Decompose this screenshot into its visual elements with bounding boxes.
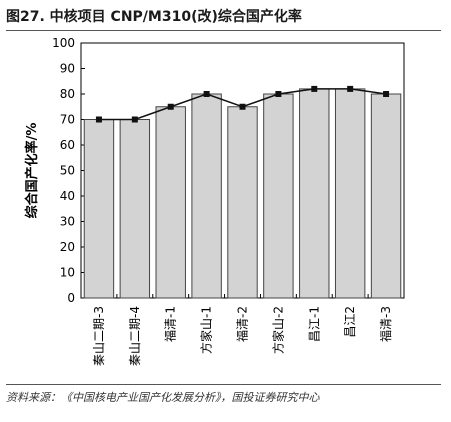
y-axis-label: 综合国产化率/% bbox=[24, 123, 40, 219]
line-point bbox=[203, 91, 210, 97]
bar bbox=[334, 88, 366, 299]
bar bbox=[370, 93, 402, 299]
line-point bbox=[131, 116, 138, 123]
bar bbox=[299, 88, 330, 299]
x-tick-label: 昌江2 bbox=[343, 306, 357, 338]
bar bbox=[263, 93, 294, 299]
x-tick-label: 方家山-2 bbox=[270, 306, 285, 354]
y-tick-label: 10 bbox=[60, 266, 75, 280]
y-tick-label: 40 bbox=[60, 189, 75, 203]
y-tick-label: 60 bbox=[60, 138, 75, 152]
line-point bbox=[311, 85, 318, 92]
line-point bbox=[347, 85, 354, 92]
x-tick-label: 秦山二期-3 bbox=[92, 306, 106, 366]
line-point bbox=[95, 116, 102, 123]
bar bbox=[227, 106, 258, 299]
y-tick-label: 20 bbox=[60, 240, 75, 254]
figure-title: 图27. 中核项目 CNP/M310(改)综合国产化率 bbox=[6, 9, 302, 25]
x-tick-label: 福清-3 bbox=[378, 306, 393, 342]
line-point bbox=[383, 91, 390, 97]
chart-line bbox=[95, 85, 390, 123]
y-tick-label: 50 bbox=[60, 164, 75, 178]
bar bbox=[83, 119, 115, 299]
line-point bbox=[239, 103, 246, 110]
x-tick-label: 秦山二期-4 bbox=[128, 306, 142, 366]
x-tick-label: 福清-1 bbox=[163, 306, 178, 342]
source-note: 资料来源：《中国核电产业国产化发展分析》，国投证券研究中心 bbox=[6, 391, 320, 404]
top-rule bbox=[6, 30, 441, 31]
bar bbox=[155, 106, 186, 299]
y-tick-label: 90 bbox=[60, 62, 75, 76]
y-tick-label: 70 bbox=[60, 113, 75, 127]
x-tick-label: 昌江-1 bbox=[307, 306, 321, 342]
y-tick-label: 80 bbox=[60, 87, 75, 101]
x-tick-label: 福清-2 bbox=[235, 306, 250, 342]
bar bbox=[119, 119, 151, 299]
chart: 0 10 20 30 40 50 60 70 80 90 100 秦山二期-3 秦山二期-4 福清-1 方家… bbox=[24, 36, 405, 366]
bar bbox=[191, 93, 222, 299]
chart-labels: 0 10 20 30 40 50 60 70 80 90 100 秦山二期-3 秦山二期-4 福清-1 方家… bbox=[52, 36, 393, 366]
y-tick-label: 100 bbox=[52, 36, 75, 50]
y-tick-label: 30 bbox=[60, 215, 75, 229]
y-tick-label: 0 bbox=[67, 291, 75, 305]
line-point bbox=[167, 103, 174, 110]
chart-bars bbox=[83, 88, 402, 299]
line-point bbox=[275, 91, 282, 97]
bottom-rule bbox=[6, 384, 441, 385]
x-tick-label: 方家山-1 bbox=[199, 306, 214, 354]
